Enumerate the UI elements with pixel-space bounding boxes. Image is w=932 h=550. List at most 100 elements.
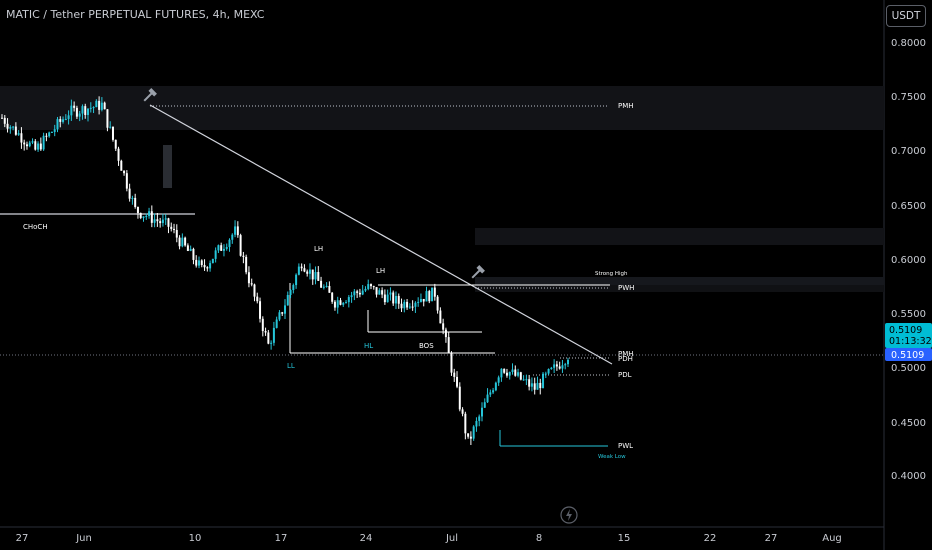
- candle-body: [519, 372, 522, 380]
- candle-body: [59, 119, 62, 122]
- candle-body: [275, 319, 278, 328]
- trend-line[interactable]: [149, 104, 613, 365]
- candle-body: [472, 426, 475, 439]
- candle-body: [12, 126, 15, 128]
- candle-body: [195, 259, 198, 266]
- candle-body: [381, 290, 384, 295]
- currency-button[interactable]: USDT: [886, 5, 926, 27]
- candle-body: [536, 382, 539, 390]
- candle-body: [458, 386, 461, 410]
- candle-body: [272, 327, 275, 343]
- candle-body: [34, 141, 37, 150]
- candle-body: [425, 291, 428, 302]
- time-tick: 15: [618, 533, 631, 544]
- candle-body: [286, 294, 289, 306]
- price-tick: 0.5500: [891, 309, 926, 320]
- candle-body: [478, 416, 481, 421]
- candle-body: [511, 369, 514, 373]
- candle-body: [508, 372, 511, 376]
- candle-body: [505, 372, 508, 376]
- candle-body: [39, 143, 42, 150]
- time-tick: 27: [765, 533, 778, 544]
- premium-zone: [0, 86, 884, 130]
- candle-body: [456, 376, 459, 387]
- candle-body: [103, 102, 106, 110]
- candle-body: [550, 367, 553, 370]
- candle-body: [220, 245, 223, 251]
- candle-body: [267, 332, 270, 344]
- candle-body: [214, 250, 217, 259]
- candle-body: [547, 369, 550, 374]
- lh-label-1: LH: [314, 245, 323, 253]
- candle-body: [442, 323, 445, 330]
- candle-body: [403, 301, 406, 309]
- candle-body: [203, 265, 206, 268]
- candle-body: [353, 291, 356, 296]
- candle-body: [561, 365, 564, 369]
- candle-body: [436, 296, 439, 311]
- candle-body: [558, 366, 561, 369]
- candle-body: [3, 117, 6, 124]
- candle-body: [356, 291, 359, 293]
- candle-body: [331, 292, 334, 302]
- candle-body: [480, 407, 483, 417]
- candle-body: [444, 329, 447, 338]
- candle-body: [525, 379, 528, 381]
- candle-body: [361, 290, 364, 295]
- chart-title: MATIC / Tether PERPETUAL FUTURES, 4h, ME…: [6, 8, 265, 21]
- candle-body: [1, 117, 3, 119]
- candle-body: [170, 226, 173, 229]
- candle-body: [278, 312, 281, 320]
- candle-body: [264, 331, 267, 333]
- choch-label: CHoCH: [23, 223, 48, 231]
- candle-body: [78, 113, 81, 117]
- price-tick: 0.4500: [891, 418, 926, 429]
- candle-body: [408, 306, 411, 308]
- time-axis[interactable]: 27 Jun 10 17 24 Jul 8 15 22 27 Aug: [16, 533, 842, 544]
- candle-body: [522, 379, 525, 381]
- pdl-label: PDL: [618, 371, 632, 379]
- lightning-icon[interactable]: [560, 506, 578, 524]
- candle-body: [419, 298, 422, 302]
- candle-body: [164, 218, 167, 220]
- candle-body: [153, 219, 156, 223]
- candle-body: [150, 211, 153, 223]
- candle-body: [67, 115, 70, 119]
- candle-body: [358, 292, 361, 295]
- candle-body: [417, 301, 420, 303]
- candle-body: [555, 364, 558, 367]
- candle-body: [139, 212, 142, 218]
- candle-body: [489, 392, 492, 395]
- candle-body: [56, 119, 59, 130]
- candle-body: [142, 216, 145, 218]
- time-tick: 10: [189, 533, 202, 544]
- time-tick: 24: [360, 533, 373, 544]
- candle-body: [247, 272, 250, 284]
- candle-body: [31, 141, 34, 143]
- candle-body: [414, 302, 417, 307]
- candle-body: [300, 266, 303, 269]
- candle-body: [378, 290, 381, 295]
- candle-body: [372, 286, 375, 288]
- candle-body: [295, 274, 298, 286]
- candle-body: [206, 267, 209, 269]
- candle-body: [394, 295, 397, 304]
- candle-body: [148, 211, 151, 216]
- candle-body: [428, 291, 431, 302]
- candle-body: [211, 258, 214, 264]
- candle-body: [336, 300, 339, 308]
- candle-body: [95, 100, 98, 108]
- candle-body: [117, 148, 120, 161]
- candle-body: [467, 433, 470, 437]
- price-axis[interactable]: 0.8000 0.7500 0.7000 0.6500 0.6000 0.550…: [891, 38, 926, 482]
- candle-body: [186, 245, 189, 251]
- candle-body: [528, 379, 531, 387]
- candle-body: [197, 260, 200, 266]
- candle-body: [530, 383, 533, 387]
- pmh-top-label: PMH: [618, 102, 634, 110]
- candle-body: [131, 197, 134, 199]
- time-tick: 8: [536, 533, 542, 544]
- candle-body: [539, 382, 542, 389]
- candle-body: [92, 107, 95, 109]
